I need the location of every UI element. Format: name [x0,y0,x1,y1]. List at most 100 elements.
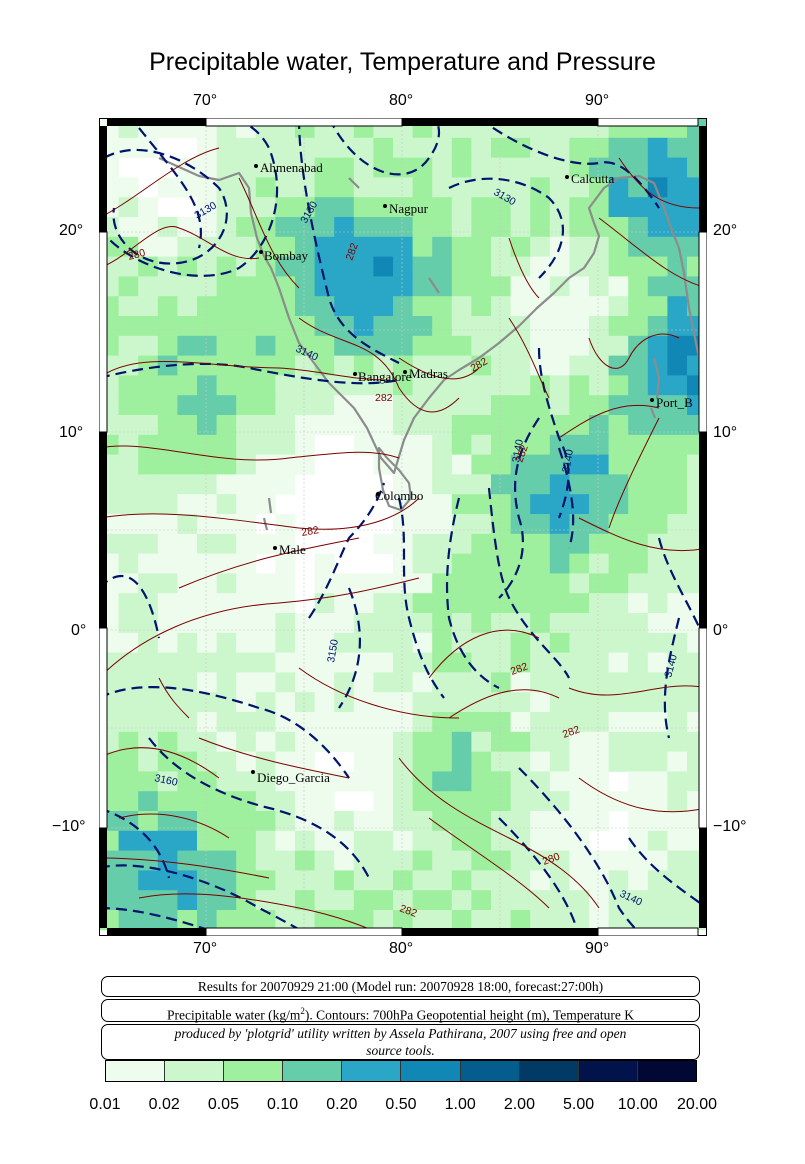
precip-cell [275,197,296,218]
height-label: 3140 [510,438,526,463]
precip-cell [177,692,198,713]
precip-cell [667,434,688,455]
precip-cell [491,316,511,337]
colorbar [105,1060,697,1082]
precip-cell [236,434,257,455]
precip-cell [667,157,688,178]
precip-cell [647,236,668,257]
precip-cell [334,415,355,436]
precip-cell [667,712,688,733]
precip-cell [138,355,159,376]
precip-cell [510,217,531,238]
precip-cell [236,454,257,475]
precip-cell [530,593,551,614]
precip-cell [334,355,355,376]
precip-cell [667,672,688,693]
precip-cell [138,434,159,455]
precip-cell [138,316,159,337]
precip-cell [667,890,688,911]
precip-cell [412,514,433,535]
precip-cell [471,197,492,218]
precip-cell [667,573,688,594]
precip-cell [334,830,355,851]
precip-cell [118,415,139,436]
precip-cell [177,454,198,475]
precip-cell [491,514,511,535]
precip-cell [491,355,511,376]
precip-cell [510,652,531,673]
precip-cell [549,355,570,376]
precip-cell [197,197,217,218]
precip-cell [334,177,355,198]
precip-cell [510,137,531,158]
precip-cell [667,276,688,297]
precip-cell [667,355,688,376]
precip-cell [608,316,629,337]
precip-cell [491,830,511,851]
precip-cell [432,217,453,238]
precip-cell [412,217,433,238]
precip-cell [530,613,551,634]
precip-cell [667,593,688,614]
precip-cell [236,375,257,396]
precip-cell [353,712,374,733]
precip-cell [432,811,453,832]
precip-cell [157,910,178,931]
precip-cell [589,177,609,198]
city-label-nagpur: Nagpur [389,201,429,216]
precip-cell [530,712,551,733]
precip-cell [647,157,668,178]
precip-cell [275,613,296,634]
precip-cell [589,533,609,554]
precip-cell [197,296,217,317]
precip-cell [510,692,531,713]
precip-cell [373,415,394,436]
precip-cell [412,157,433,178]
precip-cell [589,593,609,614]
lat-tick-left-10: 10° [59,424,84,441]
precip-cell [275,395,296,416]
colorbar-segment [578,1061,638,1081]
precip-cell [157,474,178,495]
precip-cell [451,217,472,238]
precip-cell [510,712,531,733]
precip-cell [647,474,668,495]
precip-cell [353,434,374,455]
precip-cell [216,830,237,851]
precip-cell [216,811,237,832]
precip-cell [530,850,551,871]
precip-cell [314,910,335,931]
precip-cell [197,256,217,277]
precip-cell [216,593,237,614]
precip-cell [451,514,472,535]
precip-cell [334,771,355,792]
precip-cell [451,850,472,871]
precip-cell [549,256,570,277]
precip-cell [216,910,237,931]
precip-cell [412,652,433,673]
precip-cell [471,632,492,653]
precip-cell [177,553,198,574]
info-credit: produced by 'plotgrid' utility written b… [101,1024,700,1060]
precip-cell [236,415,257,436]
precip-cell [589,454,609,475]
precip-cell [530,217,551,238]
precip-cell [118,296,139,317]
cities: Ahmenabad Calcutta Nagpur Bombay Madras … [251,160,693,785]
precip-cell [471,850,492,871]
precip-cell [628,137,649,158]
precip-cell [197,712,217,733]
precip-cell [667,375,688,396]
precip-cell [353,137,374,158]
precip-cell [118,553,139,574]
precip-cell [255,751,276,772]
precip-cell [510,494,531,515]
precip-cell [647,811,668,832]
colorbar-segment [165,1061,225,1081]
precip-cell [608,375,629,396]
precip-cell [549,692,570,713]
precip-cell [138,771,159,792]
precip-cell [373,672,394,693]
precip-cell [138,395,159,416]
precip-cell [373,217,394,238]
